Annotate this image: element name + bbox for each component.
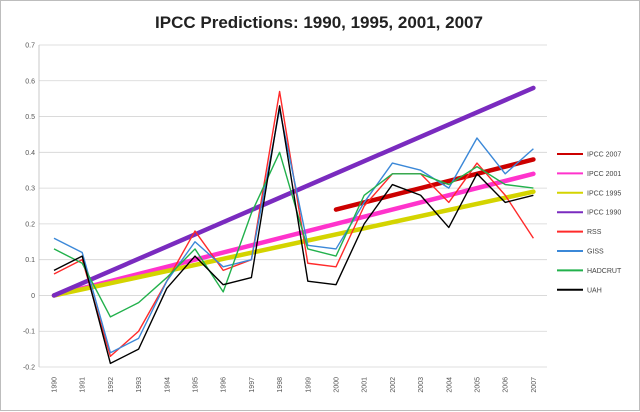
x-tick-label: 2006 [503, 377, 510, 393]
legend-label-rss: RSS [587, 229, 602, 236]
x-tick-label: 2007 [531, 377, 538, 393]
observation-lines [53, 90, 534, 365]
x-tick-label: 1990 [52, 377, 59, 393]
x-tick-label: 1995 [193, 377, 200, 393]
x-tick-label: 2000 [334, 377, 341, 393]
x-axis-tick-labels: 1990 1991 1992 1993 1994 1995 1996 1997 1998 1999… [52, 377, 538, 393]
y-tick-label: 0.2 [25, 221, 35, 228]
y-tick-label: -0.1 [23, 329, 35, 336]
series-line-hadcrut [53, 151, 534, 318]
series-line-ipcc-1995 [51, 189, 536, 298]
legend-label-hadcrut: HADCRUT [587, 268, 622, 275]
x-tick-label: 1998 [277, 377, 284, 393]
y-tick-label: 0 [31, 293, 35, 300]
x-tick-label: 2005 [475, 377, 482, 393]
chart-title: IPCC Predictions: 1990, 1995, 2001, 2007 [155, 13, 483, 32]
legend-label-uah: UAH [587, 287, 602, 294]
y-tick-label: 0.7 [25, 43, 35, 50]
y-tick-label: 0.1 [25, 257, 35, 264]
y-tick-label: 0.6 [25, 78, 35, 85]
x-tick-label: 1992 [108, 377, 115, 393]
series-line-uah [53, 105, 534, 365]
legend-label-ipcc-1995: IPCC 1995 [587, 190, 621, 197]
y-tick-label: 0.3 [25, 186, 35, 193]
series-line-giss [53, 108, 534, 354]
x-tick-label: 1994 [164, 377, 171, 393]
x-tick-label: 2002 [390, 377, 397, 393]
legend-label-ipcc-2007: IPCC 2007 [587, 152, 621, 159]
y-tick-label: 0.5 [25, 114, 35, 121]
series-line-ipcc-2001 [51, 171, 536, 298]
x-tick-label: 1991 [80, 377, 87, 393]
legend-label-ipcc-1990: IPCC 1990 [587, 210, 621, 217]
y-tick-label: 0.4 [25, 150, 35, 157]
x-tick-label: 1999 [305, 377, 312, 393]
x-tick-label: 2004 [446, 377, 453, 393]
series-line-ipcc-2007 [333, 157, 536, 212]
x-tick-label: 1993 [136, 377, 143, 393]
legend-label-ipcc-2001: IPCC 2001 [587, 171, 621, 178]
legend-label-giss: GISS [587, 249, 604, 256]
y-axis-tick-labels: -0.2 -0.1 0 0.1 0.2 0.3 0.4 0.5 0.6 0.7 [23, 43, 35, 372]
x-tick-label: 1996 [221, 377, 228, 393]
legend: IPCC 2007 IPCC 2001 IPCC 1995 IPCC 1990 RSS G… [557, 152, 622, 294]
x-tick-label: 2003 [418, 377, 425, 393]
y-tick-label: -0.2 [23, 365, 35, 372]
x-tick-label: 1997 [249, 377, 256, 393]
x-tick-label: 2001 [362, 377, 369, 393]
